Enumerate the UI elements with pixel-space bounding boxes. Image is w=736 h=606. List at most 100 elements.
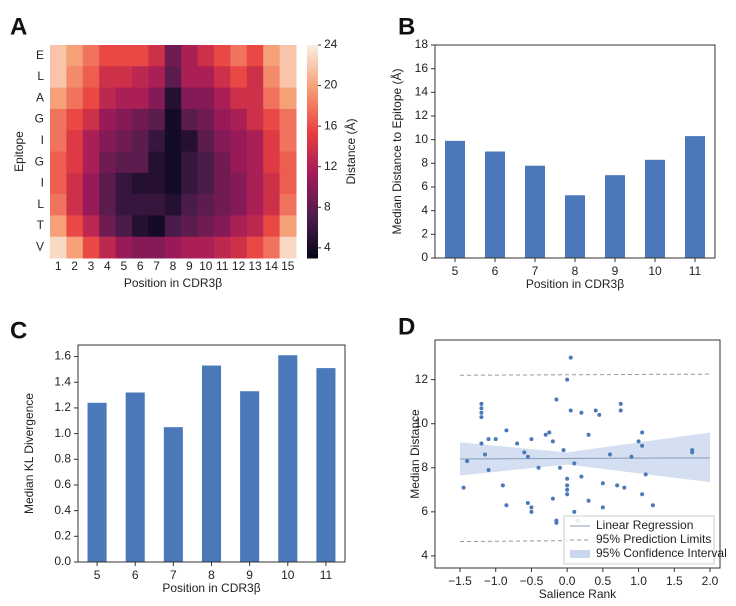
x-tick-label: 9 [186,259,193,273]
y-tick-label: I [41,133,44,147]
heatmap-cell [66,108,84,131]
panel-label: B [398,13,415,40]
colorbar-segment [307,215,318,220]
heatmap-cell [132,45,149,67]
colorbar-segment [307,204,318,209]
heatmap-cell [246,172,264,195]
heatmap-cell [66,194,84,216]
colorbar-segment [307,80,318,85]
y-tick-label: 8 [421,156,428,170]
heatmap-cell [148,194,166,216]
heatmap-cell [181,236,199,259]
scatter-point [640,492,645,497]
x-tick-label: 9 [612,264,619,278]
heatmap-cell [214,194,231,216]
y-tick-label: A [36,90,44,104]
y-tick-label: 1.6 [54,349,71,363]
x-tick-label: 7 [532,264,539,278]
scatter-point [640,443,645,448]
heatmap-cell [132,194,149,216]
colorbar-segment [307,98,318,103]
x-tick-label: 1.0 [630,574,647,588]
x-axis-label: Position in CDR3β [162,581,260,595]
heatmap-cell [82,87,100,110]
y-tick-label: 18 [415,37,429,51]
bar [485,151,505,258]
x-tick-label: 0.0 [559,574,576,588]
heatmap-cell [82,130,100,152]
y-tick-label: 0.6 [54,477,71,491]
scatter-point [618,401,623,406]
heatmap-cell [246,87,264,110]
heatmap-cell [214,172,231,195]
heatmap-cell [246,66,264,89]
y-tick-label: 0.4 [54,503,71,517]
heatmap-cell [164,236,182,259]
heatmap-cell [197,194,215,216]
y-tick-label: G [35,154,44,168]
heatmap-cell [230,151,248,174]
heatmap-cell [197,66,215,89]
heatmap-cell [82,236,100,259]
scatter-point [525,454,530,459]
colorbar-tick-label: 4 [324,240,331,254]
colorbar-tick-label: 24 [324,37,338,51]
colorbar-segment [307,229,318,234]
heatmap-cell [132,151,149,174]
heatmap-cell [66,130,84,152]
heatmap-cell [115,151,133,174]
scatter-point [618,408,623,413]
x-tick-label: 12 [232,259,246,273]
heatmap-cell [263,45,281,67]
scatter-point [529,437,534,442]
heatmap-cell [164,130,182,152]
heatmap-cell [246,194,264,216]
heatmap-cell [164,194,182,216]
colorbar-segment [307,101,318,106]
x-axis-label: Salience Rank [539,587,617,601]
y-tick-label: L [37,197,44,211]
axes-frame [77,344,346,563]
x-axis-label: Position in CDR3β [526,277,624,291]
colorbar-segment [307,55,318,60]
heatmap-cell [246,45,264,67]
heatmap-cell [197,172,215,195]
colorbar-segment [307,137,318,142]
bar [645,159,665,258]
colorbar-segment [307,236,318,241]
bar [605,175,625,258]
heatmap-cell [82,215,100,238]
heatmap-cell [50,194,67,216]
bar [125,392,145,562]
colorbar-segment [307,155,318,160]
y-tick-label: 10 [415,132,429,146]
scatter-point [554,397,559,402]
colorbar-segment [307,45,318,50]
scatter-point [525,501,530,506]
scatter-point [479,410,484,415]
scatter-point [565,377,570,382]
heatmap-cell [82,66,100,89]
heatmap-cell [50,66,67,89]
colorbar-segment [307,133,318,138]
heatmap-cell [214,130,231,152]
y-tick-label: 0.8 [54,451,71,465]
colorbar-tick-label: 20 [324,78,338,92]
scatter-point [608,452,612,457]
colorbar-segment [307,151,318,156]
heatmap-cell [82,45,100,67]
panel-label: C [10,317,27,344]
heatmap-cell [279,236,297,259]
colorbar-segment [307,211,318,216]
heatmap-cell [148,66,166,89]
colorbar-segment [307,187,318,192]
scatter-point [547,430,552,435]
heatmap-cell [99,45,117,67]
x-tick-label: 8 [170,259,177,273]
y-tick-label: 1.2 [54,400,71,414]
colorbar-segment [307,247,318,252]
heatmap-cell [50,172,67,195]
colorbar-segment [307,147,318,152]
y-axis-label: Median Distance [408,409,422,499]
colorbar-label: Distance (Å) [343,118,358,184]
